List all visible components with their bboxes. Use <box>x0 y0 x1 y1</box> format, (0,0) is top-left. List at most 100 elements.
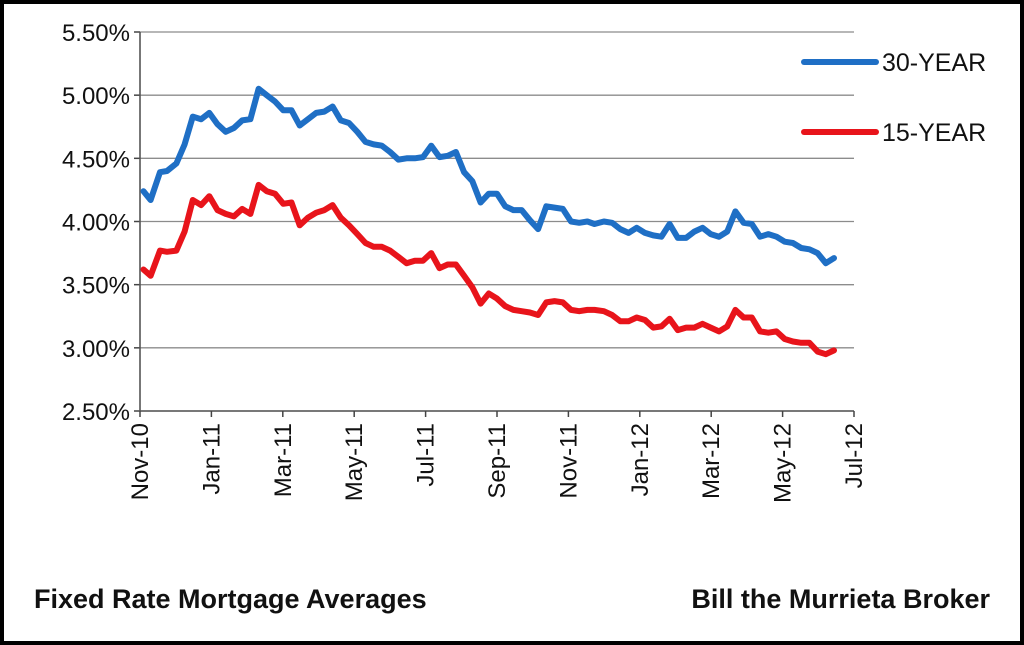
data-point-30-year <box>510 207 516 213</box>
data-point-15-year <box>691 325 697 331</box>
data-point-15-year <box>601 308 607 314</box>
x-tick-label: Mar-11 <box>270 423 297 497</box>
data-point-30-year <box>478 199 484 206</box>
data-point-30-year <box>543 203 549 209</box>
data-point-30-year <box>724 229 730 235</box>
data-point-15-year <box>387 248 393 254</box>
data-point-15-year <box>223 211 229 217</box>
data-point-15-year <box>699 321 706 327</box>
data-point-30-year <box>239 117 245 123</box>
data-point-30-year <box>757 234 763 240</box>
data-point-30-year <box>806 246 813 252</box>
data-point-15-year <box>280 201 286 207</box>
data-point-30-year <box>732 208 739 214</box>
data-point-15-year <box>576 308 582 314</box>
data-point-30-year <box>164 168 170 174</box>
data-point-15-year <box>510 307 516 313</box>
data-point-30-year <box>469 178 475 184</box>
data-point-15-year <box>239 206 245 212</box>
series-line-30-year <box>140 85 837 267</box>
data-point-15-year <box>732 307 739 313</box>
data-point-30-year <box>404 155 410 161</box>
y-tick-label: 3.00% <box>62 336 130 363</box>
data-point-15-year <box>667 316 673 322</box>
data-point-15-year <box>206 193 212 199</box>
data-point-30-year <box>379 143 385 149</box>
y-tick-label: 5.50% <box>62 20 130 47</box>
data-point-15-year <box>173 248 179 254</box>
axes <box>134 31 855 417</box>
data-point-30-year <box>551 205 558 211</box>
data-point-15-year <box>782 336 788 342</box>
data-point-15-year <box>502 303 508 309</box>
data-point-15-year <box>264 188 270 194</box>
data-point-30-year <box>436 154 443 160</box>
y-tick-label: 4.50% <box>62 146 130 173</box>
data-point-30-year <box>527 217 533 223</box>
data-point-15-year <box>371 244 377 250</box>
data-point-15-year <box>765 330 771 336</box>
data-point-15-year <box>790 338 796 345</box>
data-point-30-year <box>198 116 204 122</box>
data-point-15-year <box>198 202 204 208</box>
data-point-15-year <box>478 301 484 307</box>
data-point-30-year <box>568 218 574 225</box>
data-point-15-year <box>494 296 500 302</box>
data-point-30-year <box>157 169 163 175</box>
data-point-15-year <box>815 349 821 355</box>
data-point-30-year <box>535 226 541 232</box>
data-point-30-year <box>387 149 393 155</box>
data-point-15-year <box>773 328 780 334</box>
data-point-30-year <box>445 153 451 159</box>
data-point-15-year <box>527 309 533 316</box>
x-tick-label: May-12 <box>770 423 797 503</box>
data-point-15-year <box>716 328 722 334</box>
data-point-30-year <box>650 232 656 238</box>
series-line-15-year <box>140 181 837 358</box>
data-point-30-year <box>634 225 640 231</box>
data-point-30-year <box>642 230 648 236</box>
data-point-30-year <box>354 129 360 135</box>
data-point-30-year <box>420 154 426 160</box>
data-point-15-year <box>305 215 311 221</box>
data-point-30-year <box>412 155 418 161</box>
y-tick-label: 4.00% <box>62 210 130 237</box>
data-point-30-year <box>148 197 154 203</box>
x-tick-label: Mar-12 <box>698 423 725 499</box>
x-tick-label: Jul-11 <box>413 423 440 487</box>
data-point-30-year <box>708 231 714 237</box>
data-point-30-year <box>223 129 229 135</box>
data-point-15-year <box>362 240 369 246</box>
data-point-15-year <box>634 314 640 321</box>
legend: 30-YEAR 15-YEAR <box>801 49 986 147</box>
data-point-15-year <box>338 215 344 221</box>
data-point-15-year <box>247 211 253 217</box>
y-tick-labels: 2.50% 3.00% 3.50% 4.00% 4.50% 5.00% 5.50% <box>62 20 130 426</box>
data-point-15-year <box>584 307 591 313</box>
data-point-15-year <box>395 254 401 260</box>
data-point-30-year <box>658 234 665 240</box>
data-point-30-year <box>362 139 369 145</box>
data-point-30-year <box>272 98 278 105</box>
data-point-15-year <box>798 340 804 346</box>
data-point-30-year <box>297 122 303 129</box>
data-point-30-year <box>675 235 681 241</box>
data-point-30-year <box>502 203 508 209</box>
data-point-15-year <box>313 210 319 216</box>
data-point-15-year <box>486 290 492 297</box>
data-point-30-year <box>773 234 780 240</box>
data-point-15-year <box>461 273 467 279</box>
data-point-15-year <box>724 323 730 329</box>
data-point-30-year <box>716 234 722 240</box>
data-point-30-year <box>815 250 821 256</box>
data-point-30-year <box>765 231 771 237</box>
data-point-30-year <box>264 92 270 98</box>
data-point-30-year <box>798 245 804 251</box>
data-point-15-year <box>346 222 352 228</box>
data-point-15-year <box>609 312 615 318</box>
data-point-15-year <box>757 328 763 334</box>
data-point-30-year <box>330 103 336 110</box>
data-point-15-year <box>806 340 813 346</box>
data-point-30-year <box>305 116 311 122</box>
data-point-15-year <box>560 299 566 305</box>
